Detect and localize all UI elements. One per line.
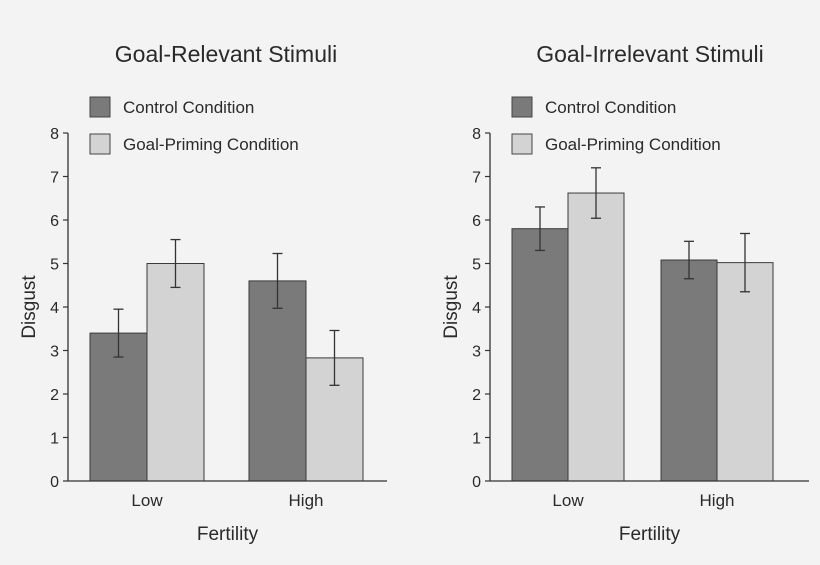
bar — [248, 280, 307, 482]
error-bar — [591, 167, 601, 219]
x-tick-label: Low — [552, 491, 584, 510]
x-tick-label: Low — [131, 491, 163, 510]
panel-goal-irrelevant: Goal-Irrelevant Stimuli Control Condition… — [441, 41, 809, 545]
legend-label: Goal-Priming Condition — [123, 135, 299, 154]
error-bar — [535, 206, 545, 252]
y-axis-title: Disgust — [441, 275, 462, 339]
error-bar — [684, 240, 694, 280]
y-tick-label: 4 — [472, 300, 481, 317]
legend-label: Goal-Priming Condition — [545, 135, 721, 154]
legend-swatch — [89, 96, 111, 118]
x-axis-title: Fertility — [197, 524, 259, 545]
bar — [660, 259, 718, 482]
legend-swatch — [89, 133, 111, 155]
y-tick-label: 6 — [50, 213, 59, 230]
error-bar — [272, 252, 283, 309]
bar — [567, 192, 625, 482]
y-tick-label: 5 — [50, 257, 59, 274]
x-tick-label: High — [700, 491, 735, 510]
bar — [511, 228, 569, 482]
y-tick-label: 0 — [50, 474, 59, 491]
y-tick-label: 8 — [472, 126, 481, 143]
legend-swatch — [511, 133, 533, 155]
x-tick-label: High — [289, 491, 324, 510]
y-tick-label: 4 — [50, 300, 59, 317]
y-tick-label: 5 — [472, 257, 481, 274]
y-tick-label: 0 — [472, 474, 481, 491]
y-tick-label: 8 — [50, 126, 59, 143]
error-bar — [170, 238, 181, 289]
chart-title: Goal-Relevant Stimuli — [115, 41, 337, 67]
error-bar — [740, 232, 750, 293]
y-axis-title: Disgust — [19, 275, 40, 339]
error-bar — [329, 329, 340, 386]
y-tick-label: 6 — [472, 213, 481, 230]
y-tick-label: 1 — [472, 431, 481, 448]
y-tick-label: 2 — [472, 387, 481, 404]
error-bar — [113, 308, 124, 358]
y-tick-label: 7 — [50, 170, 59, 187]
bar — [89, 332, 148, 482]
legend-label: Control Condition — [123, 98, 254, 117]
chart-title: Goal-Irrelevant Stimuli — [536, 41, 764, 67]
bar — [716, 262, 774, 482]
y-tick-label: 2 — [50, 387, 59, 404]
panel-goal-relevant: Goal-Relevant Stimuli Control Condition Go… — [19, 41, 387, 545]
bar — [146, 263, 205, 482]
x-axis-title: Fertility — [619, 524, 681, 545]
y-tick-label: 3 — [50, 344, 59, 361]
legend-swatch — [511, 96, 533, 118]
y-tick-label: 7 — [472, 170, 481, 187]
y-tick-label: 1 — [50, 431, 59, 448]
legend-label: Control Condition — [545, 98, 676, 117]
y-tick-label: 3 — [472, 344, 481, 361]
